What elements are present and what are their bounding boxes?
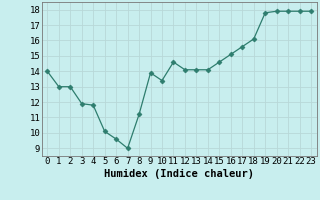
X-axis label: Humidex (Indice chaleur): Humidex (Indice chaleur) xyxy=(104,169,254,179)
